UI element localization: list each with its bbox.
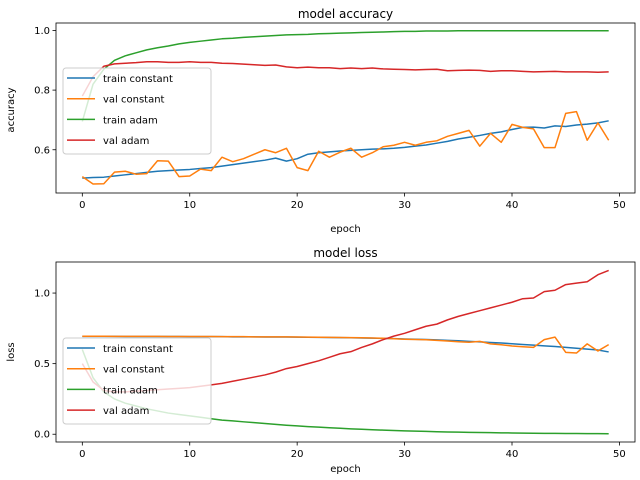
loss-legend-label: val adam [103, 406, 149, 417]
accuracy-axes-frame [55, 22, 636, 194]
loss-ytick-label: 1.0 [34, 289, 50, 300]
accuracy-series-val-adam [81, 61, 609, 97]
accuracy-series-train-adam [81, 30, 609, 122]
loss-legend-label: train constant [103, 344, 173, 355]
accuracy-xtick-label: 10 [183, 200, 196, 211]
accuracy-legend-label: val adam [103, 136, 149, 147]
loss-ytick-label: 0.5 [34, 359, 50, 370]
accuracy-xlabel: epoch [330, 224, 360, 235]
loss-legend-label: train adam [103, 385, 158, 396]
accuracy-xtick-label: 20 [291, 200, 304, 211]
loss-xlabel: epoch [330, 464, 360, 475]
accuracy-title: model accuracy [298, 7, 393, 21]
accuracy-xtick-label: 50 [613, 200, 626, 211]
loss-series-val-constant [82, 335, 610, 354]
accuracy-ytick-label: 0.6 [34, 145, 50, 156]
loss-xtick-label: 40 [506, 449, 519, 460]
accuracy-legend-box [62, 67, 212, 155]
loss-legend-box [62, 337, 212, 425]
loss-xtick-label: 50 [613, 449, 626, 460]
loss-panel: model loss epoch loss 0 10 20 30 40 50 0.0 0.5 1… [6, 246, 636, 475]
accuracy-panel: model accuracy epoch accuracy 0 10 20 30 40 5… [6, 7, 636, 235]
loss-xtick-label: 0 [79, 449, 85, 460]
loss-title: model loss [313, 246, 377, 260]
loss-axes-frame [55, 261, 636, 443]
accuracy-xtick-label: 30 [398, 200, 411, 211]
loss-ytick-label: 0.0 [34, 430, 50, 441]
accuracy-ytick-label: 0.8 [34, 86, 50, 97]
loss-legend: train constant val constant train adam val … [62, 337, 212, 425]
loss-legend-label: val constant [103, 365, 165, 376]
accuracy-legend: train constant val constant train adam val … [62, 67, 212, 155]
accuracy-series-val-constant [81, 110, 610, 185]
loss-xtick-label: 20 [291, 449, 304, 460]
loss-xtick-label: 30 [398, 449, 411, 460]
accuracy-xtick-label: 0 [79, 200, 85, 211]
accuracy-legend-label: train constant [103, 74, 173, 85]
loss-ylabel: loss [6, 342, 17, 361]
accuracy-legend-label: train adam [103, 115, 158, 126]
accuracy-ytick-label: 1.0 [34, 26, 50, 37]
accuracy-ylabel: accuracy [6, 87, 17, 132]
loss-xtick-label: 10 [183, 449, 196, 460]
accuracy-xtick-label: 40 [506, 200, 519, 211]
accuracy-legend-label: val constant [103, 95, 165, 106]
